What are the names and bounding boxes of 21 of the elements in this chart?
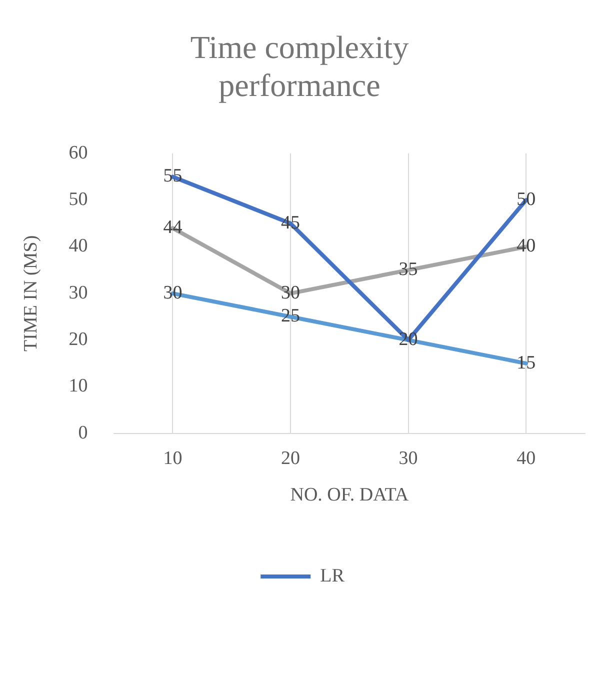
x-tick-label: 40 [516,448,536,469]
x-axis-title: NO. OF. DATA [290,484,409,506]
y-tick-label: 60 [68,142,88,164]
data-label: 30 [281,282,300,304]
x-tick-label: 30 [398,448,418,469]
x-tick-label: 20 [281,448,300,469]
y-tick-label: 40 [68,236,88,257]
data-label: 15 [516,352,536,374]
y-tick-label: 50 [68,189,88,210]
data-label: 40 [516,236,536,257]
chart-title: Time complexity performance [189,28,410,105]
y-tick-label: 0 [78,422,88,444]
y-tick-label: 20 [68,329,88,350]
y-tick-label: 30 [68,282,88,304]
data-label: 35 [398,259,418,280]
x-tick-label: 10 [163,448,182,469]
data-label: 44 [163,217,183,238]
data-label: 50 [516,189,536,210]
y-tick-label: 10 [68,376,88,397]
legend-label: LR [320,565,345,586]
y-axis-title: TIME IN (MS) [20,235,42,352]
